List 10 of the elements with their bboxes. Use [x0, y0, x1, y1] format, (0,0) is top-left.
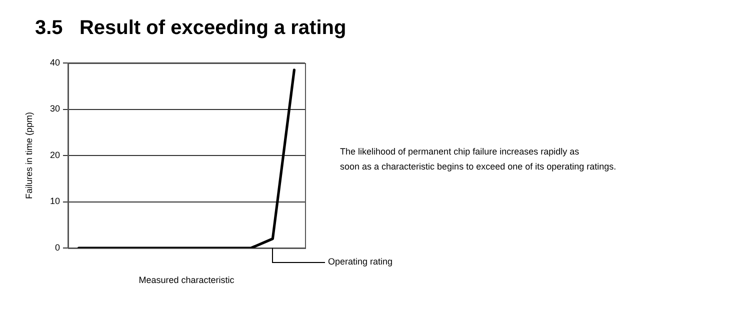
y-tick-label: 40	[50, 57, 60, 68]
text: The likelihood of permanent chip failure increases rapidly as soon as a characteristic begins to exceed one of its operating ratings.	[340, 146, 616, 172]
x-axis-title: Measured characteristic	[138, 275, 235, 286]
chart-title: 3.5 Result of exceeding a rating	[34, 16, 348, 41]
y-tick-label: 0	[54, 242, 60, 252]
y-axis-title: Failures in time (ppm)	[24, 112, 34, 200]
y-tick-label: 30	[50, 104, 60, 114]
y-tick-label: 10	[50, 196, 60, 206]
y-tick-label: 20	[50, 150, 60, 160]
text: Operating rating	[328, 256, 393, 266]
